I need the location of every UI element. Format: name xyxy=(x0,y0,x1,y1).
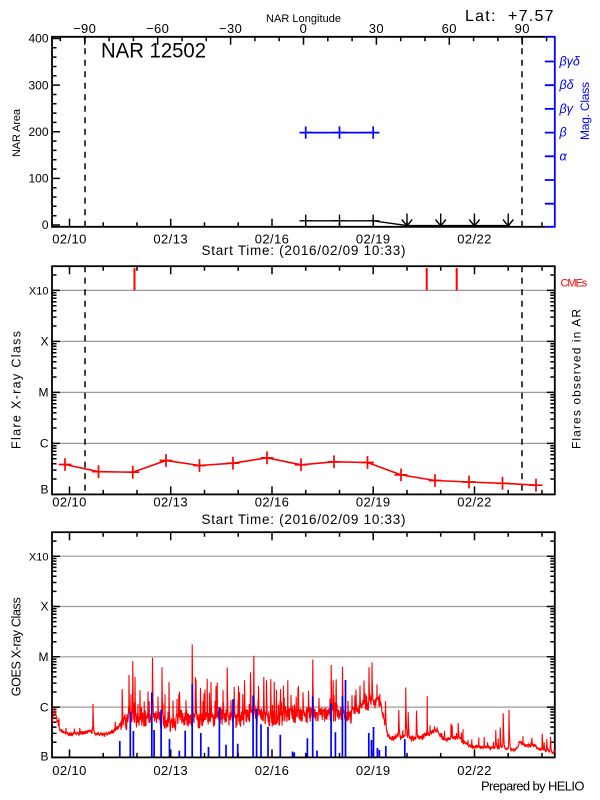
svg-text:CMEs: CMEs xyxy=(561,278,588,290)
svg-text:X: X xyxy=(40,335,48,349)
svg-text:02/19: 02/19 xyxy=(356,495,391,510)
svg-text:Flare X-ray Class: Flare X-ray Class xyxy=(10,331,24,449)
svg-text:NAR Longitude: NAR Longitude xyxy=(266,13,341,25)
svg-text:02/10: 02/10 xyxy=(52,495,87,510)
svg-text:β: β xyxy=(559,126,567,140)
svg-text:0: 0 xyxy=(42,218,49,232)
svg-text:02/13: 02/13 xyxy=(153,763,188,778)
svg-text:C: C xyxy=(40,700,49,714)
svg-text:60: 60 xyxy=(442,21,457,36)
svg-text:02/19: 02/19 xyxy=(356,763,391,778)
svg-text:M: M xyxy=(39,386,49,400)
svg-text:B: B xyxy=(40,482,48,496)
svg-text:Start Time: (2016/02/09 10:33): Start Time: (2016/02/09 10:33) xyxy=(202,512,406,527)
svg-text:−90: −90 xyxy=(73,21,96,36)
svg-text:NAR Area: NAR Area xyxy=(11,108,23,157)
svg-text:300: 300 xyxy=(28,78,48,92)
svg-text:βδ: βδ xyxy=(559,78,575,92)
svg-text:200: 200 xyxy=(28,125,48,139)
svg-text:90: 90 xyxy=(515,21,530,36)
svg-text:02/10: 02/10 xyxy=(52,232,87,247)
svg-text:Start Time: (2016/02/09 10:33): Start Time: (2016/02/09 10:33) xyxy=(202,243,406,258)
svg-text:0: 0 xyxy=(300,21,308,36)
svg-text:02/13: 02/13 xyxy=(153,232,188,247)
svg-text:M: M xyxy=(39,650,49,664)
svg-text:βγ: βγ xyxy=(559,102,574,116)
svg-text:−60: −60 xyxy=(146,21,169,36)
svg-text:02/22: 02/22 xyxy=(457,232,492,247)
svg-text:Lat: +7.57: Lat: +7.57 xyxy=(465,8,554,25)
svg-text:02/22: 02/22 xyxy=(457,495,492,510)
svg-text:α: α xyxy=(560,149,568,163)
svg-text:NAR 12502: NAR 12502 xyxy=(101,39,206,62)
svg-text:Prepared by HELIO: Prepared by HELIO xyxy=(481,779,585,794)
svg-text:X10: X10 xyxy=(29,286,49,298)
svg-text:100: 100 xyxy=(28,172,48,186)
svg-text:GOES X-ray Class: GOES X-ray Class xyxy=(10,597,24,696)
svg-text:02/16: 02/16 xyxy=(255,763,290,778)
svg-text:02/22: 02/22 xyxy=(457,763,492,778)
svg-text:βγδ: βγδ xyxy=(559,55,581,69)
svg-text:X: X xyxy=(40,600,48,614)
svg-text:C: C xyxy=(40,437,49,451)
svg-text:02/16: 02/16 xyxy=(255,232,290,247)
svg-text:Flares observed in AR: Flares observed in AR xyxy=(570,309,584,449)
svg-text:400: 400 xyxy=(28,32,48,46)
svg-text:02/16: 02/16 xyxy=(255,495,290,510)
svg-text:B: B xyxy=(40,750,48,764)
svg-text:−30: −30 xyxy=(219,21,242,36)
svg-text:Mag. Class: Mag. Class xyxy=(578,82,592,140)
svg-text:30: 30 xyxy=(369,21,384,36)
svg-text:02/19: 02/19 xyxy=(356,232,391,247)
svg-text:02/13: 02/13 xyxy=(153,495,188,510)
svg-text:X10: X10 xyxy=(29,551,49,563)
svg-text:02/10: 02/10 xyxy=(52,763,87,778)
